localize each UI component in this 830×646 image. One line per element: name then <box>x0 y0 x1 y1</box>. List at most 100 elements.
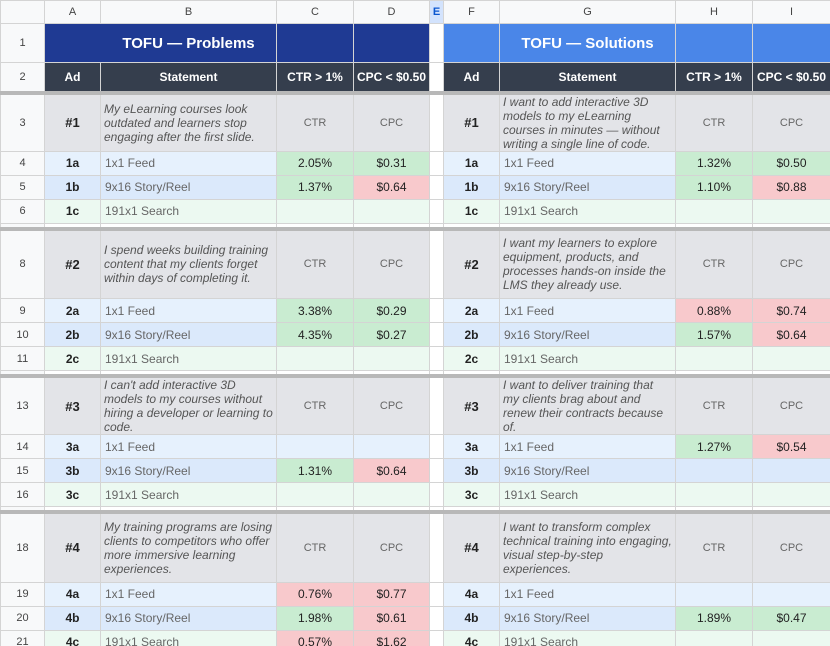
right-ad-label[interactable]: #4 <box>443 510 500 583</box>
left-cpc-value[interactable]: $1.62 <box>353 629 430 646</box>
row-number[interactable]: 16 <box>0 482 45 507</box>
right-cpc-value[interactable] <box>752 346 830 371</box>
right-cpc-value[interactable]: $0.88 <box>752 174 830 200</box>
left-cpc-value[interactable]: $0.77 <box>353 581 430 607</box>
right-placement[interactable]: 191x1 Search <box>499 198 676 224</box>
left-cpc-value[interactable] <box>353 482 430 507</box>
right-cpc-value[interactable]: $0.74 <box>752 298 830 323</box>
right-title[interactable]: TOFU — Solutions <box>499 23 676 63</box>
right-cpc-value[interactable]: $0.50 <box>752 150 830 176</box>
left-cpc-label[interactable]: CPC <box>353 510 430 583</box>
left-ctr-value[interactable] <box>276 346 354 371</box>
right-variant-id[interactable]: 2b <box>443 322 500 347</box>
left-ctr-value[interactable]: 4.35% <box>276 322 354 347</box>
right-placement[interactable]: 191x1 Search <box>499 629 676 646</box>
right-ctr-header[interactable]: CTR > 1% <box>675 62 753 93</box>
left-placement[interactable]: 1x1 Feed <box>100 298 277 323</box>
right-ctr-label[interactable]: CTR <box>675 374 753 435</box>
column-header-b[interactable]: B <box>100 0 277 24</box>
left-placement[interactable]: 191x1 Search <box>100 629 277 646</box>
row-number[interactable]: 6 <box>0 198 45 224</box>
left-statement-text[interactable]: I spend weeks building training content … <box>100 226 277 299</box>
right-cpc-label[interactable]: CPC <box>752 510 830 583</box>
left-ad-label[interactable]: #4 <box>44 510 101 583</box>
left-ctr-value[interactable]: 0.57% <box>276 629 354 646</box>
left-ctr-value[interactable]: 1.31% <box>276 458 354 483</box>
left-ctr-label[interactable]: CTR <box>276 226 354 299</box>
left-placement[interactable]: 1x1 Feed <box>100 434 277 459</box>
right-cpc-value[interactable]: $0.47 <box>752 605 830 631</box>
row-number[interactable]: 21 <box>0 629 45 646</box>
row-number[interactable]: 8 <box>0 226 45 299</box>
left-ctr-value[interactable] <box>276 198 354 224</box>
right-ctr-value[interactable] <box>675 482 753 507</box>
right-cpc-label[interactable]: CPC <box>752 374 830 435</box>
row-number[interactable]: 19 <box>0 581 45 607</box>
left-cpc-value[interactable]: $0.61 <box>353 605 430 631</box>
column-header-d[interactable]: D <box>353 0 430 24</box>
left-variant-id[interactable]: 3b <box>44 458 101 483</box>
right-placement[interactable]: 1x1 Feed <box>499 150 676 176</box>
right-cpc-value[interactable] <box>752 458 830 483</box>
right-placement[interactable]: 191x1 Search <box>499 346 676 371</box>
right-cpc-label[interactable]: CPC <box>752 90 830 152</box>
column-header-h[interactable]: H <box>675 0 753 24</box>
right-ad-label[interactable]: #1 <box>443 90 500 152</box>
left-cpc-value[interactable] <box>353 346 430 371</box>
right-cpc-label[interactable]: CPC <box>752 226 830 299</box>
left-variant-id[interactable]: 3c <box>44 482 101 507</box>
left-cpc-value[interactable]: $0.29 <box>353 298 430 323</box>
left-placement[interactable]: 191x1 Search <box>100 482 277 507</box>
right-ctr-label[interactable]: CTR <box>675 510 753 583</box>
right-ctr-value[interactable]: 1.57% <box>675 322 753 347</box>
right-cpc-value[interactable] <box>752 482 830 507</box>
left-placement[interactable]: 191x1 Search <box>100 346 277 371</box>
right-cpc-value[interactable] <box>752 581 830 607</box>
row-number[interactable]: 1 <box>0 23 45 63</box>
right-variant-id[interactable]: 2a <box>443 298 500 323</box>
left-ad-label[interactable]: #2 <box>44 226 101 299</box>
left-ctr-label[interactable]: CTR <box>276 90 354 152</box>
right-statement-text[interactable]: I want to deliver training that my clien… <box>499 374 676 435</box>
right-variant-id[interactable]: 1a <box>443 150 500 176</box>
row-number[interactable]: 18 <box>0 510 45 583</box>
left-cpc-label[interactable]: CPC <box>353 374 430 435</box>
row-number[interactable]: 20 <box>0 605 45 631</box>
left-variant-id[interactable]: 4a <box>44 581 101 607</box>
left-cpc-value[interactable]: $0.64 <box>353 458 430 483</box>
right-variant-id[interactable]: 4c <box>443 629 500 646</box>
row-number[interactable]: 5 <box>0 174 45 200</box>
left-variant-id[interactable]: 4b <box>44 605 101 631</box>
right-placement[interactable]: 9x16 Story/Reel <box>499 458 676 483</box>
right-ctr-label[interactable]: CTR <box>675 226 753 299</box>
right-ctr-value[interactable] <box>675 581 753 607</box>
right-ctr-value[interactable] <box>675 458 753 483</box>
left-statement-header[interactable]: Statement <box>100 62 277 93</box>
left-ctr-value[interactable]: 2.05% <box>276 150 354 176</box>
right-ctr-label[interactable]: CTR <box>675 90 753 152</box>
right-ad-label[interactable]: #2 <box>443 226 500 299</box>
right-ctr-value[interactable] <box>675 346 753 371</box>
left-ctr-value[interactable] <box>276 482 354 507</box>
left-variant-id[interactable]: 1c <box>44 198 101 224</box>
left-variant-id[interactable]: 2c <box>44 346 101 371</box>
left-variant-id[interactable]: 4c <box>44 629 101 646</box>
column-header-i[interactable]: I <box>752 0 830 24</box>
right-ctr-value[interactable]: 1.89% <box>675 605 753 631</box>
right-variant-id[interactable]: 3a <box>443 434 500 459</box>
right-placement[interactable]: 9x16 Story/Reel <box>499 174 676 200</box>
right-variant-id[interactable]: 1c <box>443 198 500 224</box>
right-cpc-value[interactable] <box>752 198 830 224</box>
left-ctr-value[interactable]: 3.38% <box>276 298 354 323</box>
left-placement[interactable]: 1x1 Feed <box>100 150 277 176</box>
right-placement[interactable]: 1x1 Feed <box>499 434 676 459</box>
left-variant-id[interactable]: 1b <box>44 174 101 200</box>
right-statement-text[interactable]: I want to transform complex technical tr… <box>499 510 676 583</box>
left-placement[interactable]: 191x1 Search <box>100 198 277 224</box>
row-number[interactable]: 13 <box>0 374 45 435</box>
right-placement[interactable]: 9x16 Story/Reel <box>499 322 676 347</box>
right-variant-id[interactable]: 3c <box>443 482 500 507</box>
left-statement-text[interactable]: My training programs are losing clients … <box>100 510 277 583</box>
row-number[interactable]: 10 <box>0 322 45 347</box>
row-number[interactable]: 14 <box>0 434 45 459</box>
